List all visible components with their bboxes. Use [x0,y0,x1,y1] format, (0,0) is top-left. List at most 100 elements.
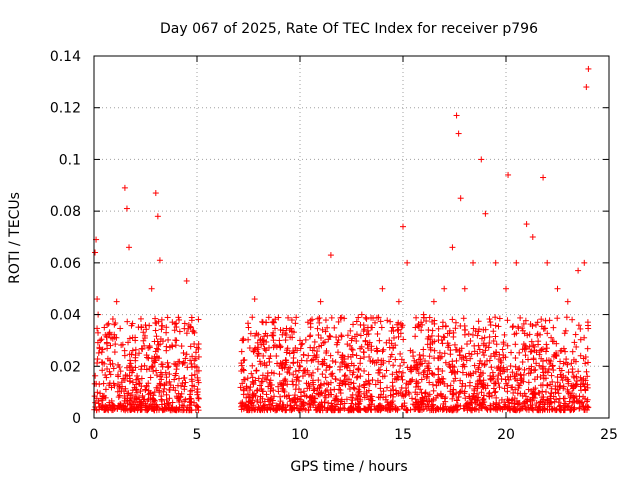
data-point [295,378,302,385]
data-point [111,334,118,341]
data-point [328,403,335,410]
data-point [270,332,277,339]
data-point [188,395,195,402]
data-point [292,368,299,375]
data-point [294,405,301,412]
y-tick-label: 0.04 [50,308,81,324]
data-point [457,377,464,384]
data-point [431,320,438,327]
data-point [527,348,534,355]
data-point [237,384,244,391]
data-point [195,316,202,323]
data-point [522,317,529,324]
data-point [442,322,449,329]
data-point [111,331,118,338]
data-point [549,378,556,385]
data-point [464,400,471,407]
data-point [503,285,509,292]
data-point [570,356,577,363]
data-point [541,325,548,332]
data-point [569,385,576,392]
data-point [467,407,474,414]
data-point [584,373,591,380]
data-point [293,314,300,321]
data-point [582,360,589,367]
data-point [501,331,508,338]
data-point [188,317,195,324]
data-point [343,396,350,403]
data-point [125,339,132,346]
data-point [192,349,199,356]
data-point [306,383,313,390]
data-point [389,371,396,378]
data-point [191,371,198,378]
data-point [105,320,112,327]
data-point [577,325,584,332]
data-point [147,374,154,381]
data-point [571,406,578,413]
data-point [311,399,318,406]
data-point [395,333,402,340]
data-point [516,365,523,372]
data-point [355,406,362,413]
data-point [251,296,258,303]
data-point [327,352,334,359]
data-point [353,374,360,381]
data-point [550,367,557,374]
data-point [490,385,497,392]
data-point [129,347,136,354]
data-point [578,387,585,394]
data-point [271,325,278,332]
x-tick-label: 10 [291,427,309,443]
data-point [169,399,176,406]
data-point [456,389,463,396]
data-point [487,353,494,360]
data-point [290,371,297,378]
data-point [522,342,529,349]
data-point [284,347,291,354]
data-point [118,387,125,394]
data-point [457,402,464,409]
data-point [389,324,396,331]
data-point [337,377,344,384]
data-point [127,392,134,399]
data-point [319,361,326,368]
data-point [126,372,133,379]
data-point [553,340,560,347]
data-point [101,324,108,331]
data-point [495,363,502,370]
data-point [499,406,506,413]
data-point [530,386,537,393]
data-point [416,323,423,330]
data-point [97,403,104,410]
data-point [357,332,364,339]
data-point [307,320,314,327]
data-point [374,330,381,337]
data-point [487,406,494,413]
data-point [536,404,543,411]
data-point [534,330,541,337]
data-point [333,393,340,400]
data-point [278,360,285,367]
data-point [95,349,102,356]
data-point [579,380,586,387]
data-point [574,377,581,384]
data-point [153,372,160,379]
data-point [305,407,312,414]
data-point [299,373,306,380]
data-point [335,406,342,413]
data-point [538,346,545,353]
data-point [378,324,385,331]
data-point [339,352,346,359]
data-point [181,320,188,327]
data-point [555,390,562,397]
data-point [394,321,401,328]
data-point [110,365,117,372]
data-point [387,400,394,407]
data-point [509,324,516,331]
data-point [453,403,460,410]
data-point [145,387,152,394]
data-point [318,334,325,341]
data-point [492,259,499,266]
data-point [462,395,469,402]
